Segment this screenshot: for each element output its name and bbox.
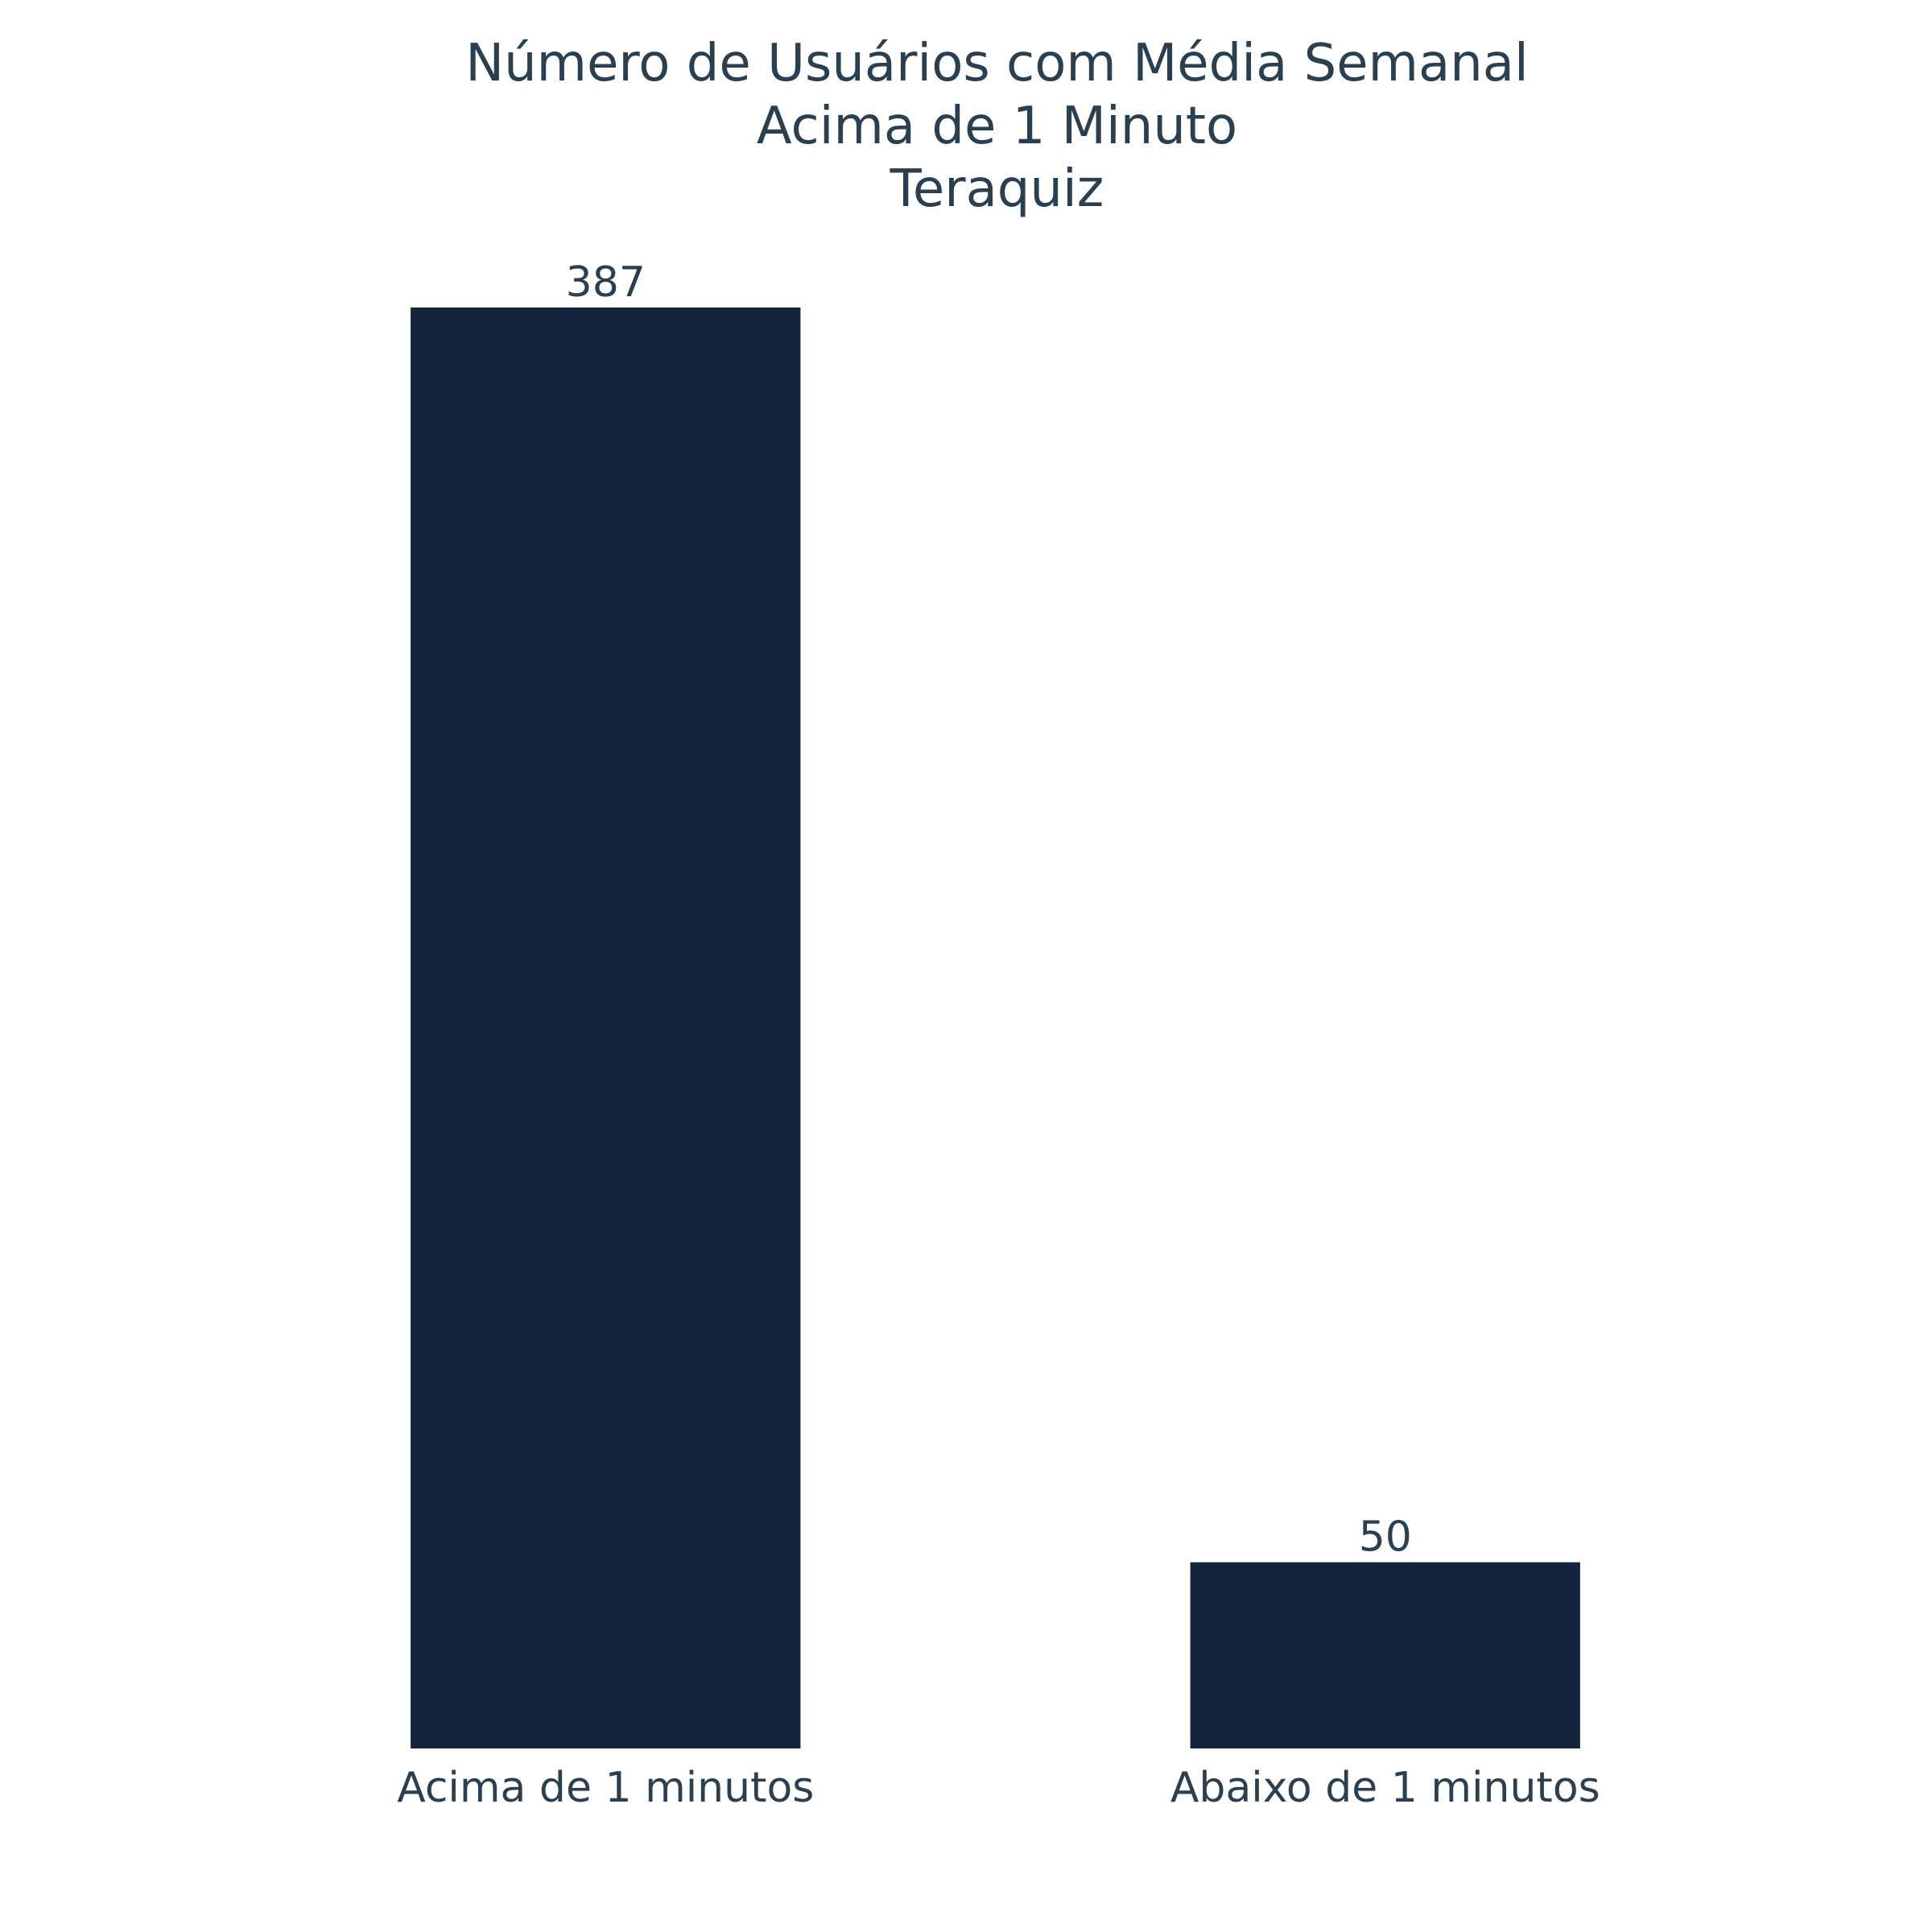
bar-1 — [1190, 1562, 1580, 1748]
chart-title-line-3: Teraquiz — [890, 159, 1104, 219]
chart-title-line-1: Número de Usuários com Média Semanal — [465, 34, 1529, 93]
data-label-0: 387 — [566, 258, 646, 307]
x-tick-label-1: Abaixo de 1 minutos — [1170, 1764, 1600, 1812]
bar-0 — [411, 308, 801, 1748]
chart-title-line-2: Acima de 1 Minuto — [756, 97, 1238, 156]
x-tick-label-0: Acima de 1 minutos — [397, 1764, 814, 1812]
chart-title: Número de Usuários com Média Semanal Aci… — [0, 32, 1932, 221]
data-label-1: 50 — [1359, 1513, 1412, 1562]
bars-layer — [411, 308, 1580, 1748]
labels-layer: 387 Acima de 1 minutos 50 Abaixo de 1 minut… — [397, 258, 1600, 1812]
